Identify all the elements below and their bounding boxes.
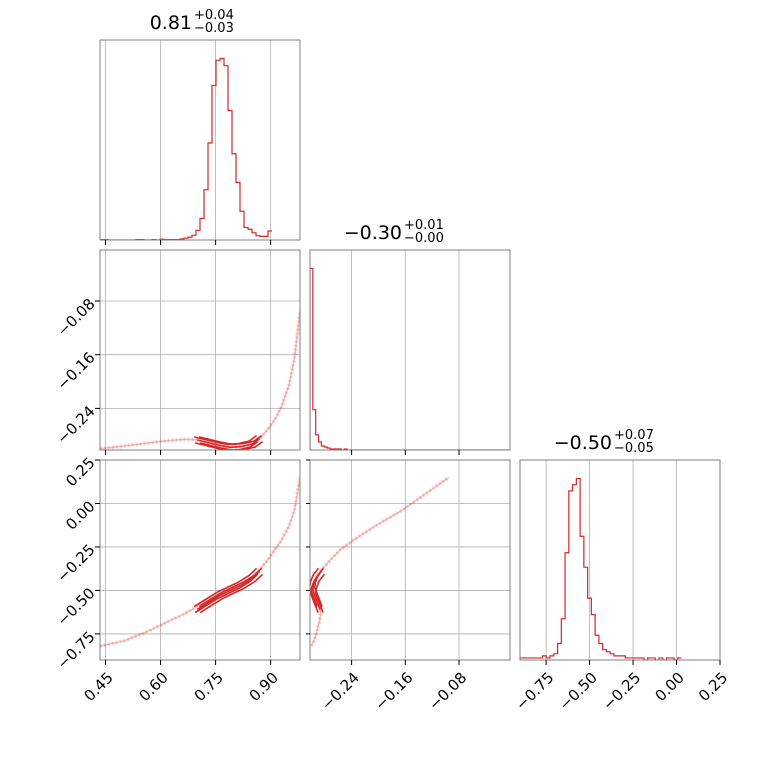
panel-frame [99,39,301,241]
contour-line-0 [194,434,258,446]
x-tick-label: 0.75 [191,669,227,705]
x-tick-label: −0.16 [371,669,416,714]
sample-trace [310,475,451,648]
x-tick-label: −0.50 [556,669,601,714]
histogram-0 [100,57,272,240]
contour-line-3 [194,573,259,614]
panel-1-1: −0.30 +0.01−0.00 [309,218,511,455]
x-tick-label: −0.08 [425,669,470,714]
param-title-plus-2: +0.07 [614,428,654,443]
panel-frame [309,459,511,661]
x-tick-label: 0.45 [80,669,116,705]
x-tick-label: 0.90 [246,669,282,705]
y-tick-label: 0.00 [62,497,98,533]
param-title-minus-0: −0.03 [194,21,234,36]
panel-frame [99,459,301,661]
panel-frame [519,459,721,661]
param-title-2: −0.50 [554,432,612,454]
y-tick-label: −0.16 [53,349,98,394]
sample-trace-line [100,477,300,647]
contour-line-2 [314,573,326,613]
contour-line-2 [200,440,264,450]
histogram-1 [310,267,510,450]
y-tick-label: 0.25 [62,454,98,490]
panel-0-0: 0.81 +0.04−0.03 [99,8,301,245]
contour-line-4 [198,567,263,608]
y-tick-label: −0.75 [53,628,98,673]
sample-trace [100,310,300,450]
panel-frame [309,249,511,451]
x-tick-label: −0.75 [512,669,557,714]
param-title-0: 0.81 [150,12,192,34]
contour-line-0 [310,567,320,607]
panel-frame [99,249,301,451]
contour-line-4 [313,567,325,607]
panel-2-1: −0.24 −0.16 −0.08 [306,459,511,714]
y-tick-label: −0.25 [53,541,98,586]
contour-line-4 [199,434,263,446]
param-title-plus-1: +0.01 [404,218,444,233]
contour-line-3 [195,440,259,450]
y-tick-label: −0.50 [53,584,98,629]
y-tick-label: −0.24 [53,402,98,447]
x-tick-label: −0.24 [318,669,363,714]
x-tick-label: −0.25 [599,669,644,714]
panel-2-0: 0.45 0.60 0.75 0.90 −0.75−0.50−0.25 0.00 0.25 [53,454,301,705]
contour-line-0 [193,567,258,608]
histogram-2 [520,477,682,660]
contour-line-1 [197,437,261,449]
contour-line-3 [310,573,321,613]
y-tick-label: −0.08 [53,295,98,340]
panel-1-0: −0.24 −0.16 −0.08 [53,249,301,455]
x-tick-label: 0.60 [136,669,172,705]
param-title-1: −0.30 [344,222,402,244]
sample-trace-line [310,476,450,647]
x-tick-label: 0.25 [695,669,731,705]
panel-2-2: −0.75−0.50−0.25 0.00 0.25−0.50 +0.07−0.05 [512,428,731,714]
param-title-plus-0: +0.04 [194,8,234,23]
x-tick-label: 0.00 [651,669,687,705]
param-title-minus-2: −0.05 [614,441,654,456]
sample-trace [100,477,300,649]
contour-line-2 [199,573,264,614]
param-title-minus-1: −0.00 [404,231,444,246]
